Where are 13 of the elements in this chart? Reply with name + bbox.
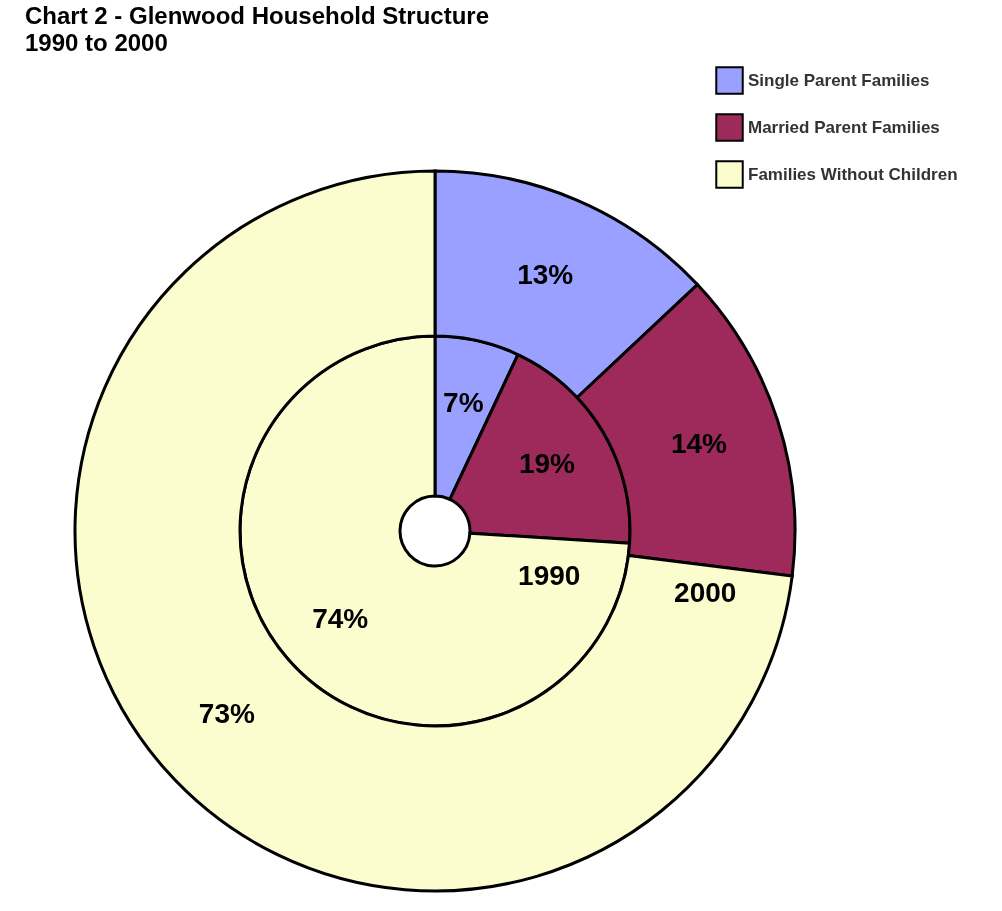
chart-title: Chart 2 - Glenwood Household Structure [25,2,490,29]
legend-label: Single Parent Families [748,70,930,90]
legend-label: Married Parent Families [748,117,940,137]
data-label: 19% [518,447,576,479]
chart-subtitle: 1990 to 2000 [25,29,168,56]
data-label: 73% [198,697,255,729]
slice-label: 2000 [674,577,737,609]
data-label: 74% [312,602,369,634]
legend-label: Families Without Children [748,164,958,184]
slice-label: 1990 [518,559,581,591]
data-label: 14% [670,428,728,460]
data-label: 7% [443,387,484,419]
data-label: 13% [517,259,574,291]
